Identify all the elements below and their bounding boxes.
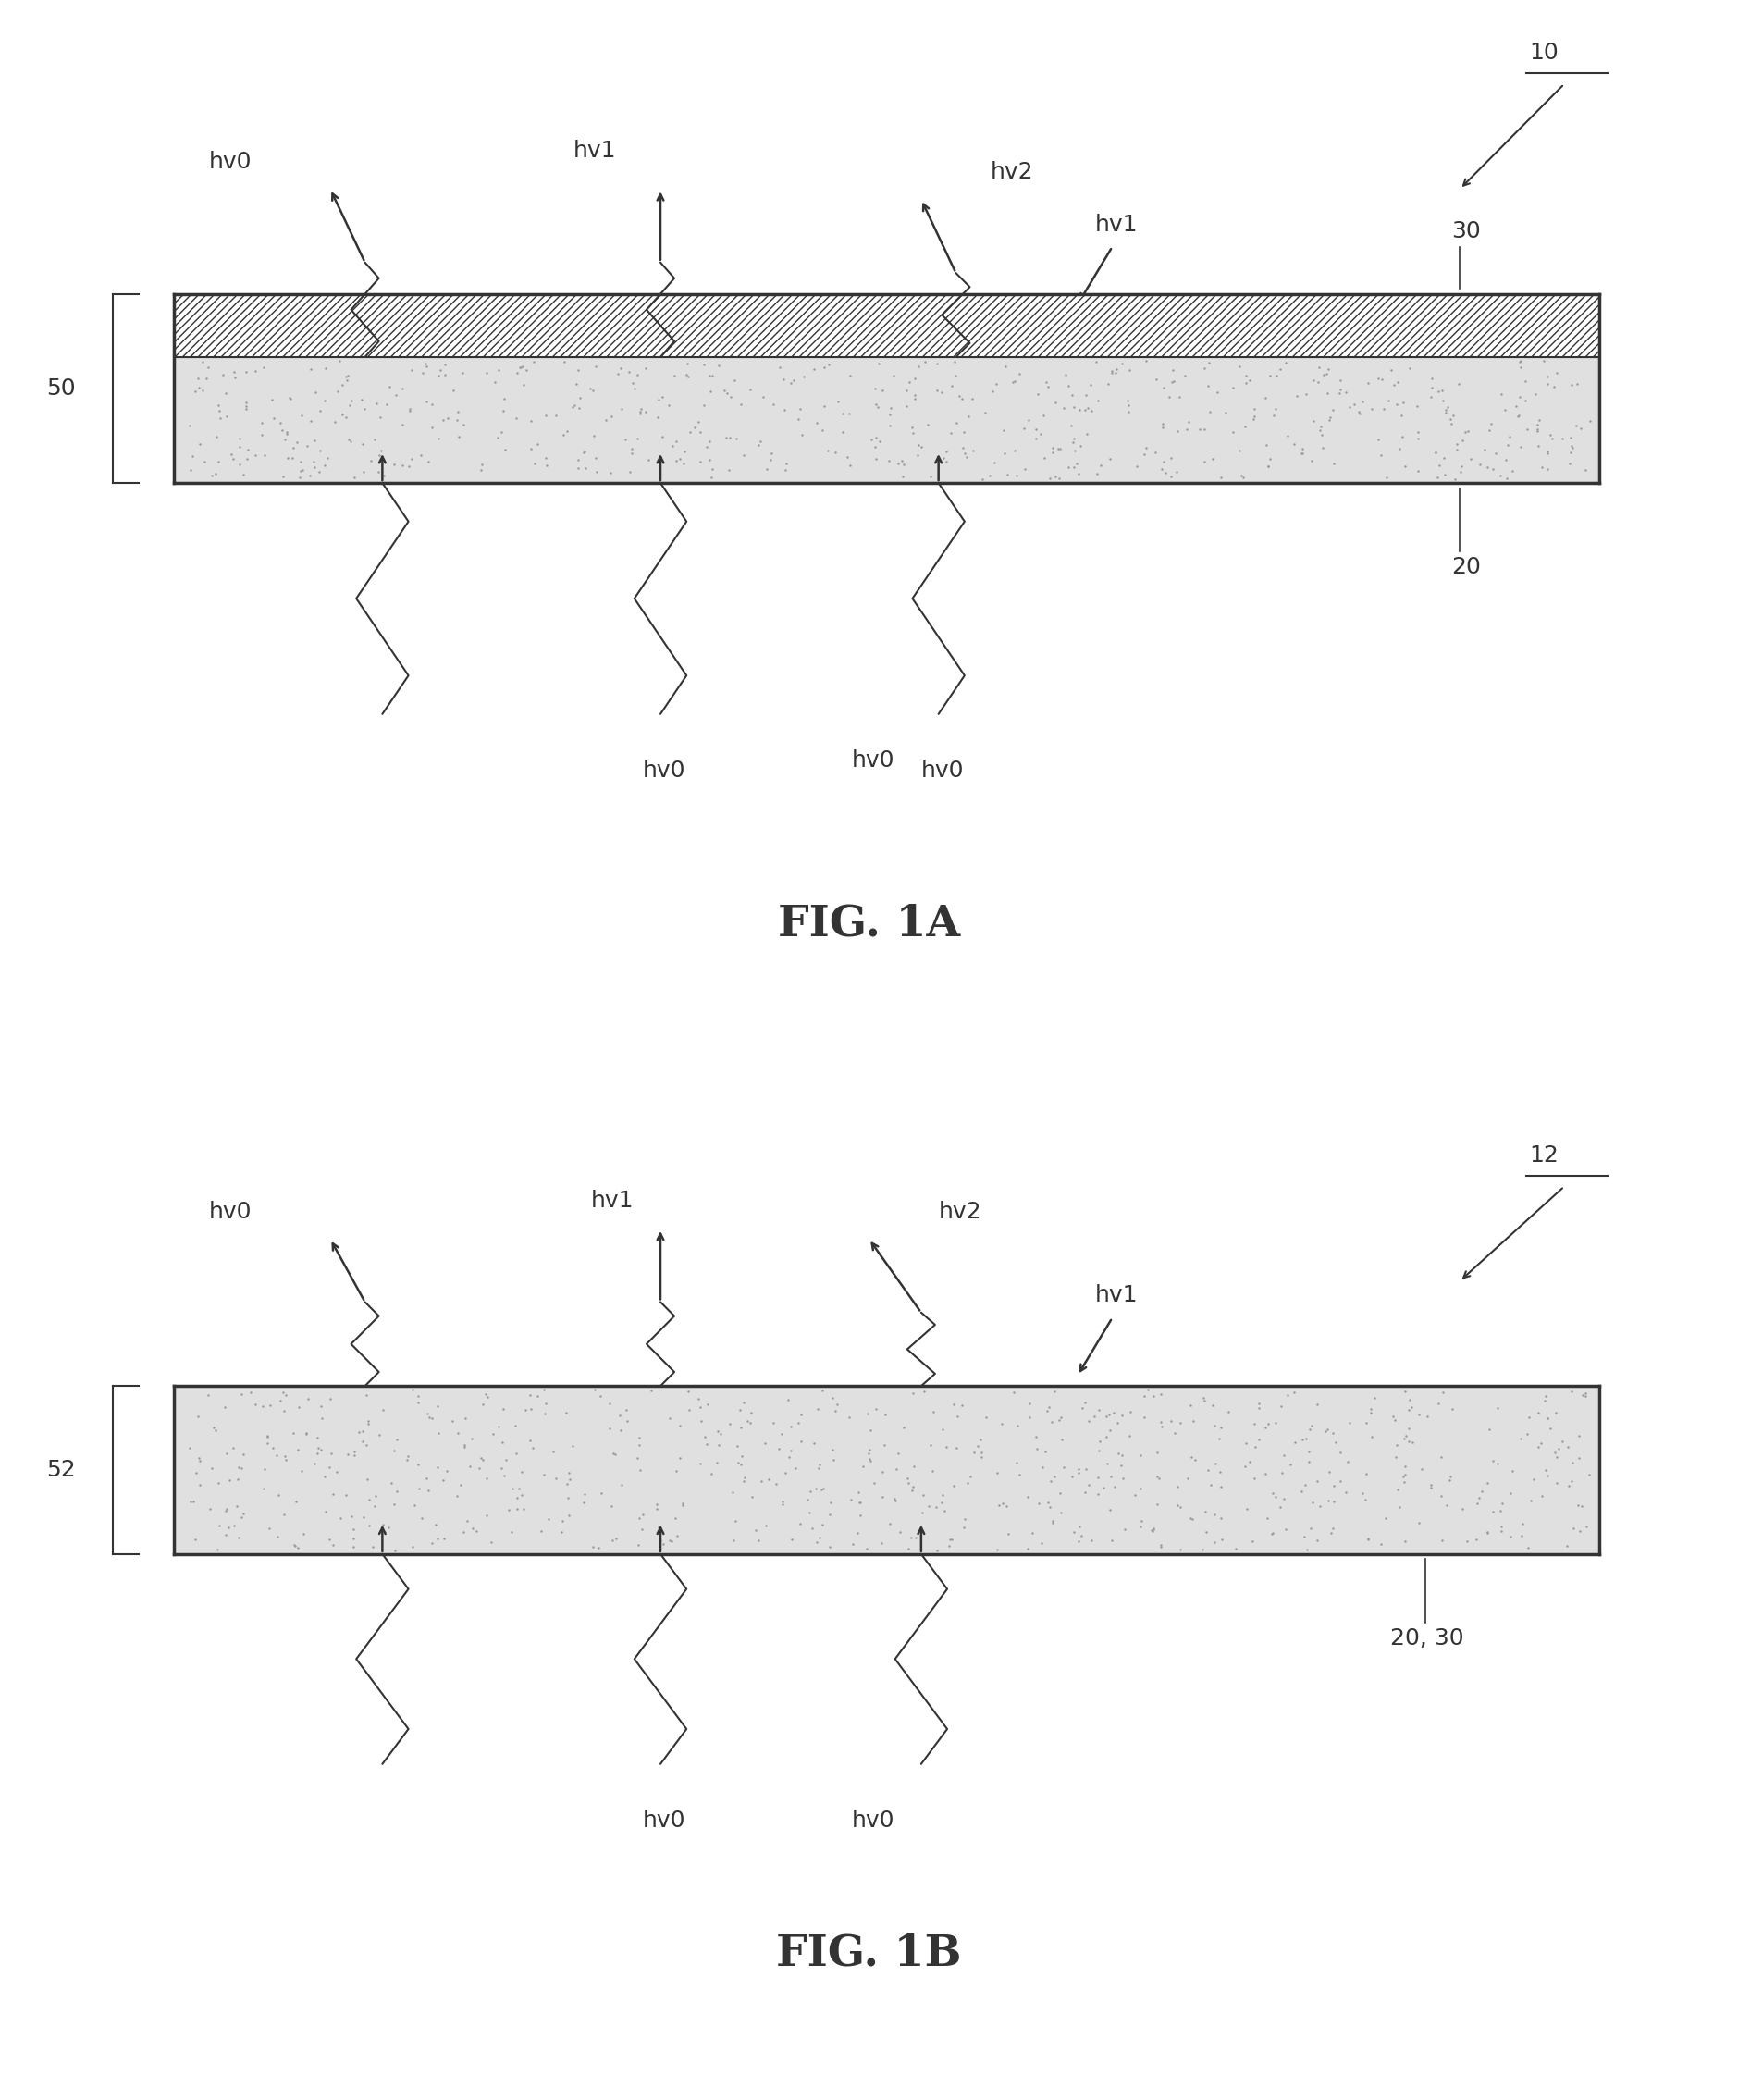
Bar	[174, 1386, 1599, 1554]
Text: hv0: hv0	[852, 750, 895, 771]
Text: hv2: hv2	[939, 1201, 982, 1222]
Text: 50: 50	[47, 378, 75, 399]
Text: hv1: hv1	[1095, 214, 1138, 235]
Text: 20: 20	[1451, 556, 1481, 578]
Bar	[174, 357, 1599, 483]
Text: hv1: hv1	[591, 1191, 634, 1212]
Text: hv1: hv1	[1095, 1285, 1138, 1306]
Text: hv0: hv0	[852, 1810, 895, 1831]
Text: 30: 30	[1451, 220, 1481, 242]
Text: FIG. 1A: FIG. 1A	[779, 903, 959, 945]
Text: hv2: hv2	[991, 162, 1034, 183]
Text: hv0: hv0	[643, 760, 687, 781]
Text: FIG. 1B: FIG. 1B	[777, 1932, 961, 1974]
Text: hv0: hv0	[209, 151, 252, 172]
Text: 52: 52	[47, 1459, 75, 1480]
Text: hv0: hv0	[643, 1810, 687, 1831]
Text: 10: 10	[1529, 42, 1559, 63]
Text: hv0: hv0	[921, 760, 965, 781]
Bar	[174, 294, 1599, 357]
Text: hv0: hv0	[209, 1201, 252, 1222]
Text: 12: 12	[1529, 1144, 1559, 1166]
Text: 20, 30: 20, 30	[1390, 1628, 1463, 1648]
Text: hv1: hv1	[574, 141, 617, 162]
